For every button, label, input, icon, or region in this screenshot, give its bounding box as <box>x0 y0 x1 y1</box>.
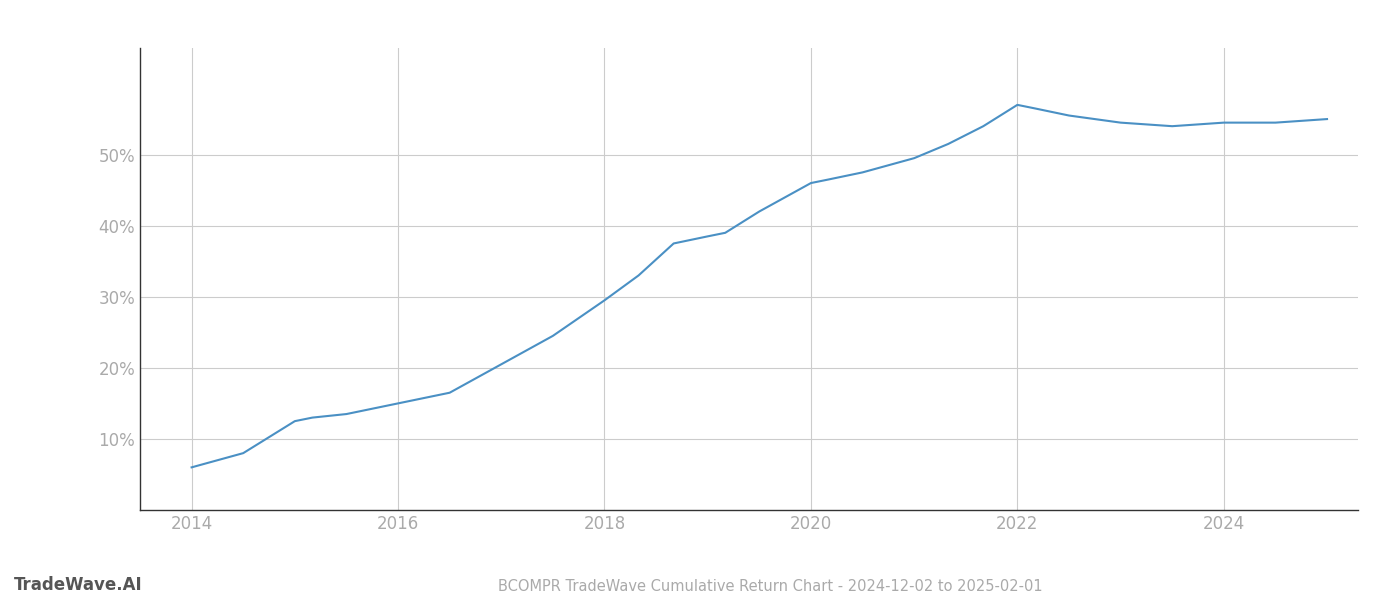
Text: TradeWave.AI: TradeWave.AI <box>14 576 143 594</box>
Text: BCOMPR TradeWave Cumulative Return Chart - 2024-12-02 to 2025-02-01: BCOMPR TradeWave Cumulative Return Chart… <box>497 579 1043 594</box>
